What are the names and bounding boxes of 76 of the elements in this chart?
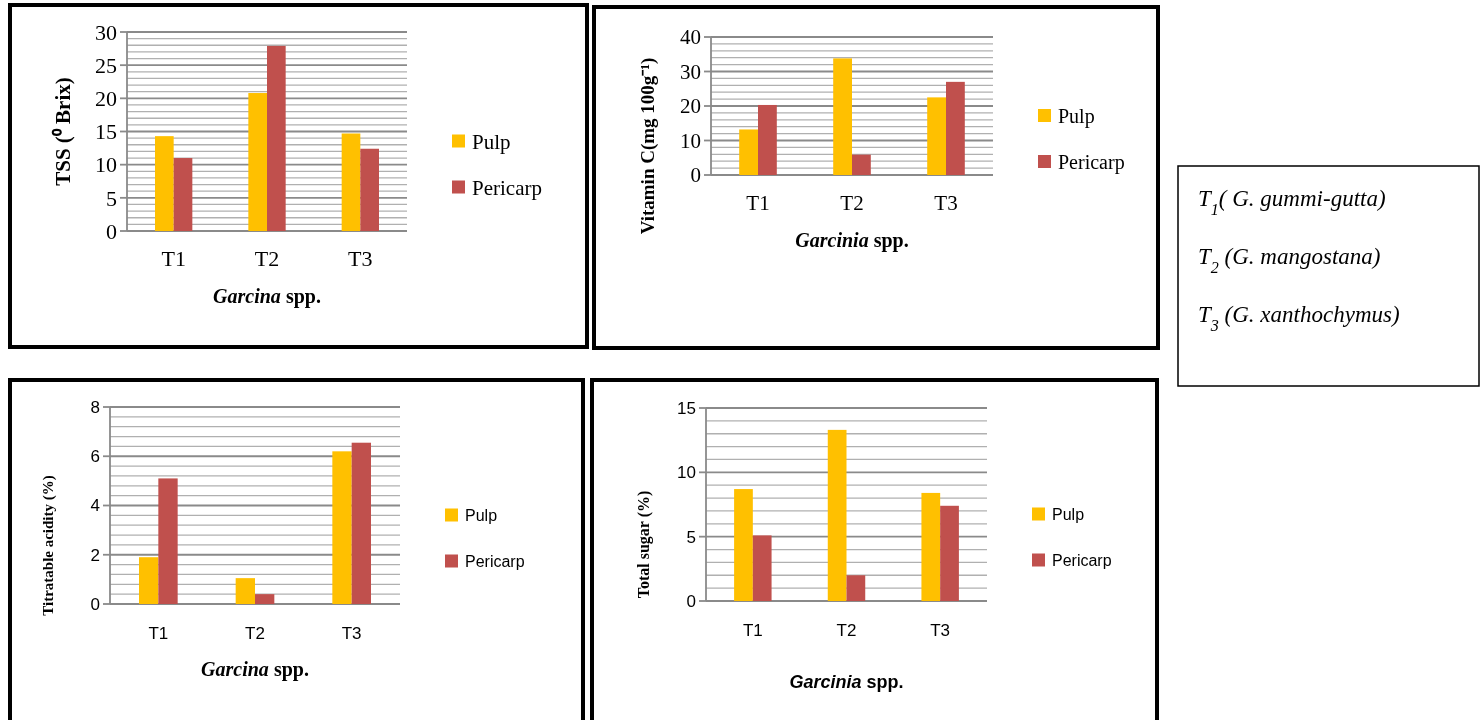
bar: [360, 148, 379, 231]
x-tick-label: T2: [836, 621, 857, 640]
bar: [734, 489, 753, 601]
y-tick-label: 40: [680, 25, 701, 50]
x-axis-title: Garcina spp.: [213, 285, 321, 308]
bar: [827, 429, 847, 601]
x-tick-label: T1: [742, 621, 763, 640]
legend-label: Pulp: [472, 129, 511, 154]
y-tick-label: 10: [95, 152, 117, 178]
x-tick-label: T1: [746, 191, 770, 215]
bar: [248, 93, 267, 231]
x-tick-label: T3: [341, 624, 362, 643]
bar: [833, 58, 852, 175]
x-tick-label: T1: [161, 246, 186, 271]
y-tick-label: 8: [90, 397, 100, 417]
bar: [173, 158, 193, 231]
bar: [332, 451, 352, 604]
y-tick-label: 20: [680, 94, 701, 119]
bar: [139, 557, 159, 604]
bar: [758, 104, 777, 175]
y-tick-label: 15: [95, 119, 117, 145]
bar: [927, 97, 946, 175]
bar: [946, 81, 965, 175]
bar: [852, 154, 871, 175]
y-tick-label: 25: [95, 52, 117, 78]
bar: [846, 575, 866, 601]
x-tick-label: T3: [930, 621, 951, 640]
y-tick-label: 30: [95, 19, 117, 45]
bar: [158, 478, 178, 604]
y-tick-label: 6: [90, 447, 100, 467]
x-tick-label: T2: [245, 624, 265, 643]
legend-label: Pulp: [465, 507, 498, 525]
x-axis-title: Garcinia spp.: [795, 229, 909, 252]
bar: [235, 578, 255, 604]
y-tick-label: 4: [90, 496, 100, 516]
text: T$_{2}$ (G. mangostana): [1198, 244, 1381, 276]
x-tick-label: T1: [148, 624, 169, 643]
bar: [351, 442, 371, 604]
y-tick-label: 20: [95, 86, 117, 112]
bar: [921, 492, 941, 601]
legend-label: Pericarp: [465, 553, 525, 571]
x-tick-label: T3: [348, 246, 373, 271]
bar: [255, 594, 275, 604]
text: T$_{3}$ (G. xanthochymus): [1198, 302, 1400, 334]
bar: [940, 505, 959, 601]
y-tick-label: 30: [680, 59, 701, 84]
legend-label: Pericarp: [472, 175, 542, 200]
y-tick-label: 10: [677, 463, 696, 483]
bar: [267, 45, 286, 231]
y-tick-label: 5: [686, 527, 696, 547]
y-axis-title: Titratable acidity (%): [40, 475, 57, 616]
text: T$_{1}$( G. gummi-gutta): [1198, 186, 1386, 218]
y-tick-label: 0: [106, 218, 117, 244]
y-tick-label: 0: [686, 591, 696, 611]
legend-label: Pericarp: [1052, 552, 1112, 570]
y-tick-label: 0: [90, 594, 100, 614]
x-axis-title: Garcinia spp.: [789, 672, 904, 692]
y-axis-title: TSS (⁰ Brix): [51, 77, 75, 186]
y-axis-title: Vitamin C(mg 100g⁻¹): [637, 57, 659, 235]
y-tick-label: 10: [680, 128, 701, 153]
legend-label: Pulp: [1052, 506, 1085, 524]
bar: [155, 136, 174, 231]
x-tick-label: T2: [254, 246, 280, 271]
y-tick-label: 2: [90, 545, 100, 565]
y-axis-title: Total sugar (%): [635, 490, 653, 599]
y-tick-label: 15: [677, 398, 696, 418]
bar: [752, 535, 772, 601]
x-axis-title: Garcina spp.: [201, 658, 309, 681]
bar: [341, 133, 361, 231]
legend-label: Pericarp: [1058, 151, 1125, 174]
x-tick-label: T3: [934, 191, 958, 215]
bar: [739, 129, 758, 175]
y-tick-label: 5: [106, 185, 117, 211]
legend-label: Pulp: [1058, 105, 1095, 128]
y-tick-label: 0: [690, 163, 701, 188]
x-tick-label: T2: [840, 191, 864, 215]
